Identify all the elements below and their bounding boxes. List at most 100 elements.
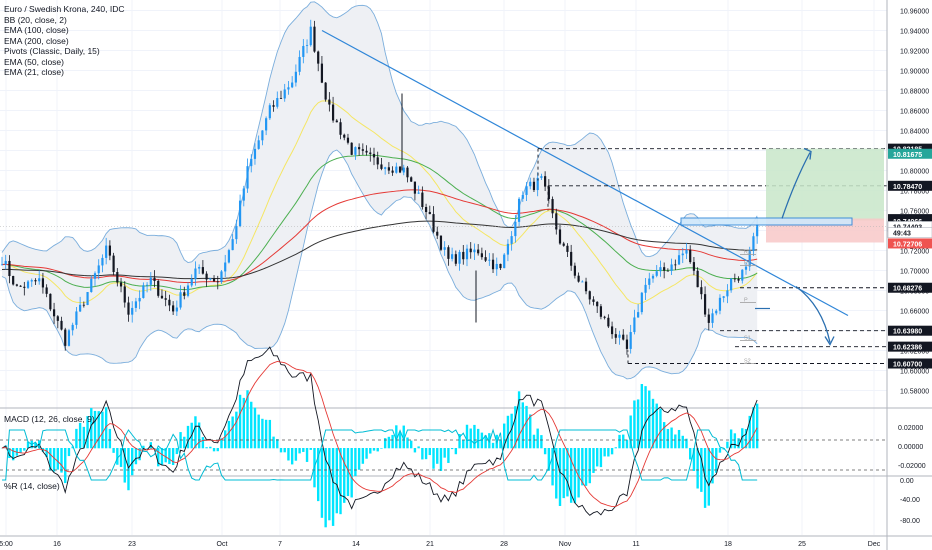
candle-body <box>406 167 409 178</box>
symbol-title[interactable]: Euro / Swedish Krona, 240, IDC <box>4 4 125 14</box>
candle-body <box>64 329 67 346</box>
macd-histogram-bar <box>432 448 435 469</box>
candle-body <box>52 309 56 317</box>
candle-body <box>56 316 59 321</box>
price-badge-label: 10.72706 <box>893 241 922 248</box>
candle-body <box>168 299 171 306</box>
candle-body <box>358 147 361 150</box>
macd-histogram-bar <box>112 448 115 453</box>
macd-histogram-bar <box>264 419 268 449</box>
macd-histogram-bar <box>56 448 59 470</box>
macd-histogram-bar <box>421 448 424 460</box>
study-ema50[interactable]: EMA (50, close) <box>4 56 64 67</box>
resistance-box <box>680 217 853 226</box>
price-badge <box>888 358 932 369</box>
macd-histogram-bar <box>168 448 171 465</box>
macd-histogram-bar <box>283 448 286 453</box>
macd-histogram-bar <box>436 448 439 464</box>
time-tick: 18 <box>724 541 732 548</box>
macd-histogram-bar <box>473 424 476 449</box>
candle-body <box>744 266 748 270</box>
macd-histogram-bar <box>737 438 740 449</box>
price-badge <box>888 148 932 159</box>
price-badge <box>888 238 932 249</box>
pivot-label: R2 <box>744 250 751 256</box>
candle-body <box>23 286 26 288</box>
candle-body <box>510 236 513 244</box>
macd-histogram-bar <box>317 448 320 502</box>
study-pivots[interactable]: Pivots (Classic, Daily, 15) <box>4 46 100 56</box>
macd-histogram-bar <box>90 408 93 449</box>
arrow-up-head <box>803 147 812 160</box>
candle-body <box>506 243 510 255</box>
candle-body <box>324 82 327 100</box>
study-bb[interactable]: BB (20, close, 2) <box>4 14 67 25</box>
candle-body <box>227 250 231 263</box>
macd-histogram-bar <box>67 448 71 457</box>
macd-histogram-bar <box>45 448 48 457</box>
macd-histogram-bar <box>246 390 249 449</box>
macd-histogram-bar <box>11 448 15 461</box>
macd-histogram-bar <box>741 428 744 449</box>
macd-histogram-bar <box>648 390 651 449</box>
price-badge <box>888 341 932 352</box>
macd-histogram-bar <box>52 448 56 472</box>
candle-body <box>317 51 320 64</box>
candle-body <box>584 281 588 292</box>
candle-body <box>618 334 621 338</box>
time-tick: Dec <box>868 541 881 548</box>
candle-body <box>97 265 100 274</box>
wr-legend[interactable]: %R (14, close) <box>4 481 60 491</box>
candle-body <box>696 270 699 288</box>
candle-body <box>398 166 402 173</box>
macd-line <box>1 346 758 516</box>
candle-body <box>413 181 417 194</box>
candle-body <box>514 221 517 237</box>
study-ema200[interactable]: EMA (200, close) <box>4 35 69 46</box>
candle-body <box>131 307 134 315</box>
macd-histogram-bar <box>49 448 52 471</box>
time-tick: 5:00 <box>0 541 13 548</box>
macd-histogram-bar <box>748 415 751 449</box>
macd-histogram-bar <box>644 386 647 449</box>
macd-histogram-bar <box>250 401 253 449</box>
candle-body <box>566 245 569 252</box>
time-tick: Oct <box>217 541 228 548</box>
macd-histogram-bar <box>212 448 216 452</box>
macd-histogram-bar <box>469 428 472 449</box>
ema200-line <box>1 220 758 280</box>
macd-histogram-bar <box>86 416 89 449</box>
candle-body <box>707 314 710 323</box>
macd-legend[interactable]: MACD (12, 26, close, 9) <box>4 414 95 424</box>
study-ema21[interactable]: EMA (21, close) <box>4 67 64 77</box>
candle-body <box>209 278 212 280</box>
macd-histogram-bar <box>261 418 264 449</box>
macd-histogram-bar <box>454 448 458 455</box>
price-badge <box>887 227 932 238</box>
macd-histogram-bar <box>424 448 428 460</box>
study-ema100[interactable]: EMA (100, close) <box>4 25 69 35</box>
candle-body <box>525 186 528 195</box>
candle-body <box>577 275 580 282</box>
macd-histogram-bar <box>439 448 443 471</box>
candle-body <box>212 278 216 282</box>
candle-body <box>361 149 364 151</box>
macd-histogram-bar <box>116 448 119 465</box>
candle-body <box>484 257 487 261</box>
macd-histogram-bar <box>216 448 219 452</box>
candle-body <box>283 89 286 99</box>
candle-body <box>93 273 97 279</box>
macd-histogram-bar <box>354 448 357 477</box>
candle-body <box>607 317 610 327</box>
macd-histogram-bar <box>476 428 480 449</box>
candle-body <box>532 181 536 191</box>
macd-histogram-bar <box>681 435 684 449</box>
macd-histogram-bar <box>503 423 506 449</box>
macd-histogram-bar <box>402 425 405 449</box>
price-tick: 10.70000 <box>900 269 929 276</box>
candle-body <box>279 98 283 99</box>
candle-body <box>581 281 584 283</box>
candle-body <box>242 188 245 201</box>
price-tick: 10.78000 <box>900 189 929 196</box>
